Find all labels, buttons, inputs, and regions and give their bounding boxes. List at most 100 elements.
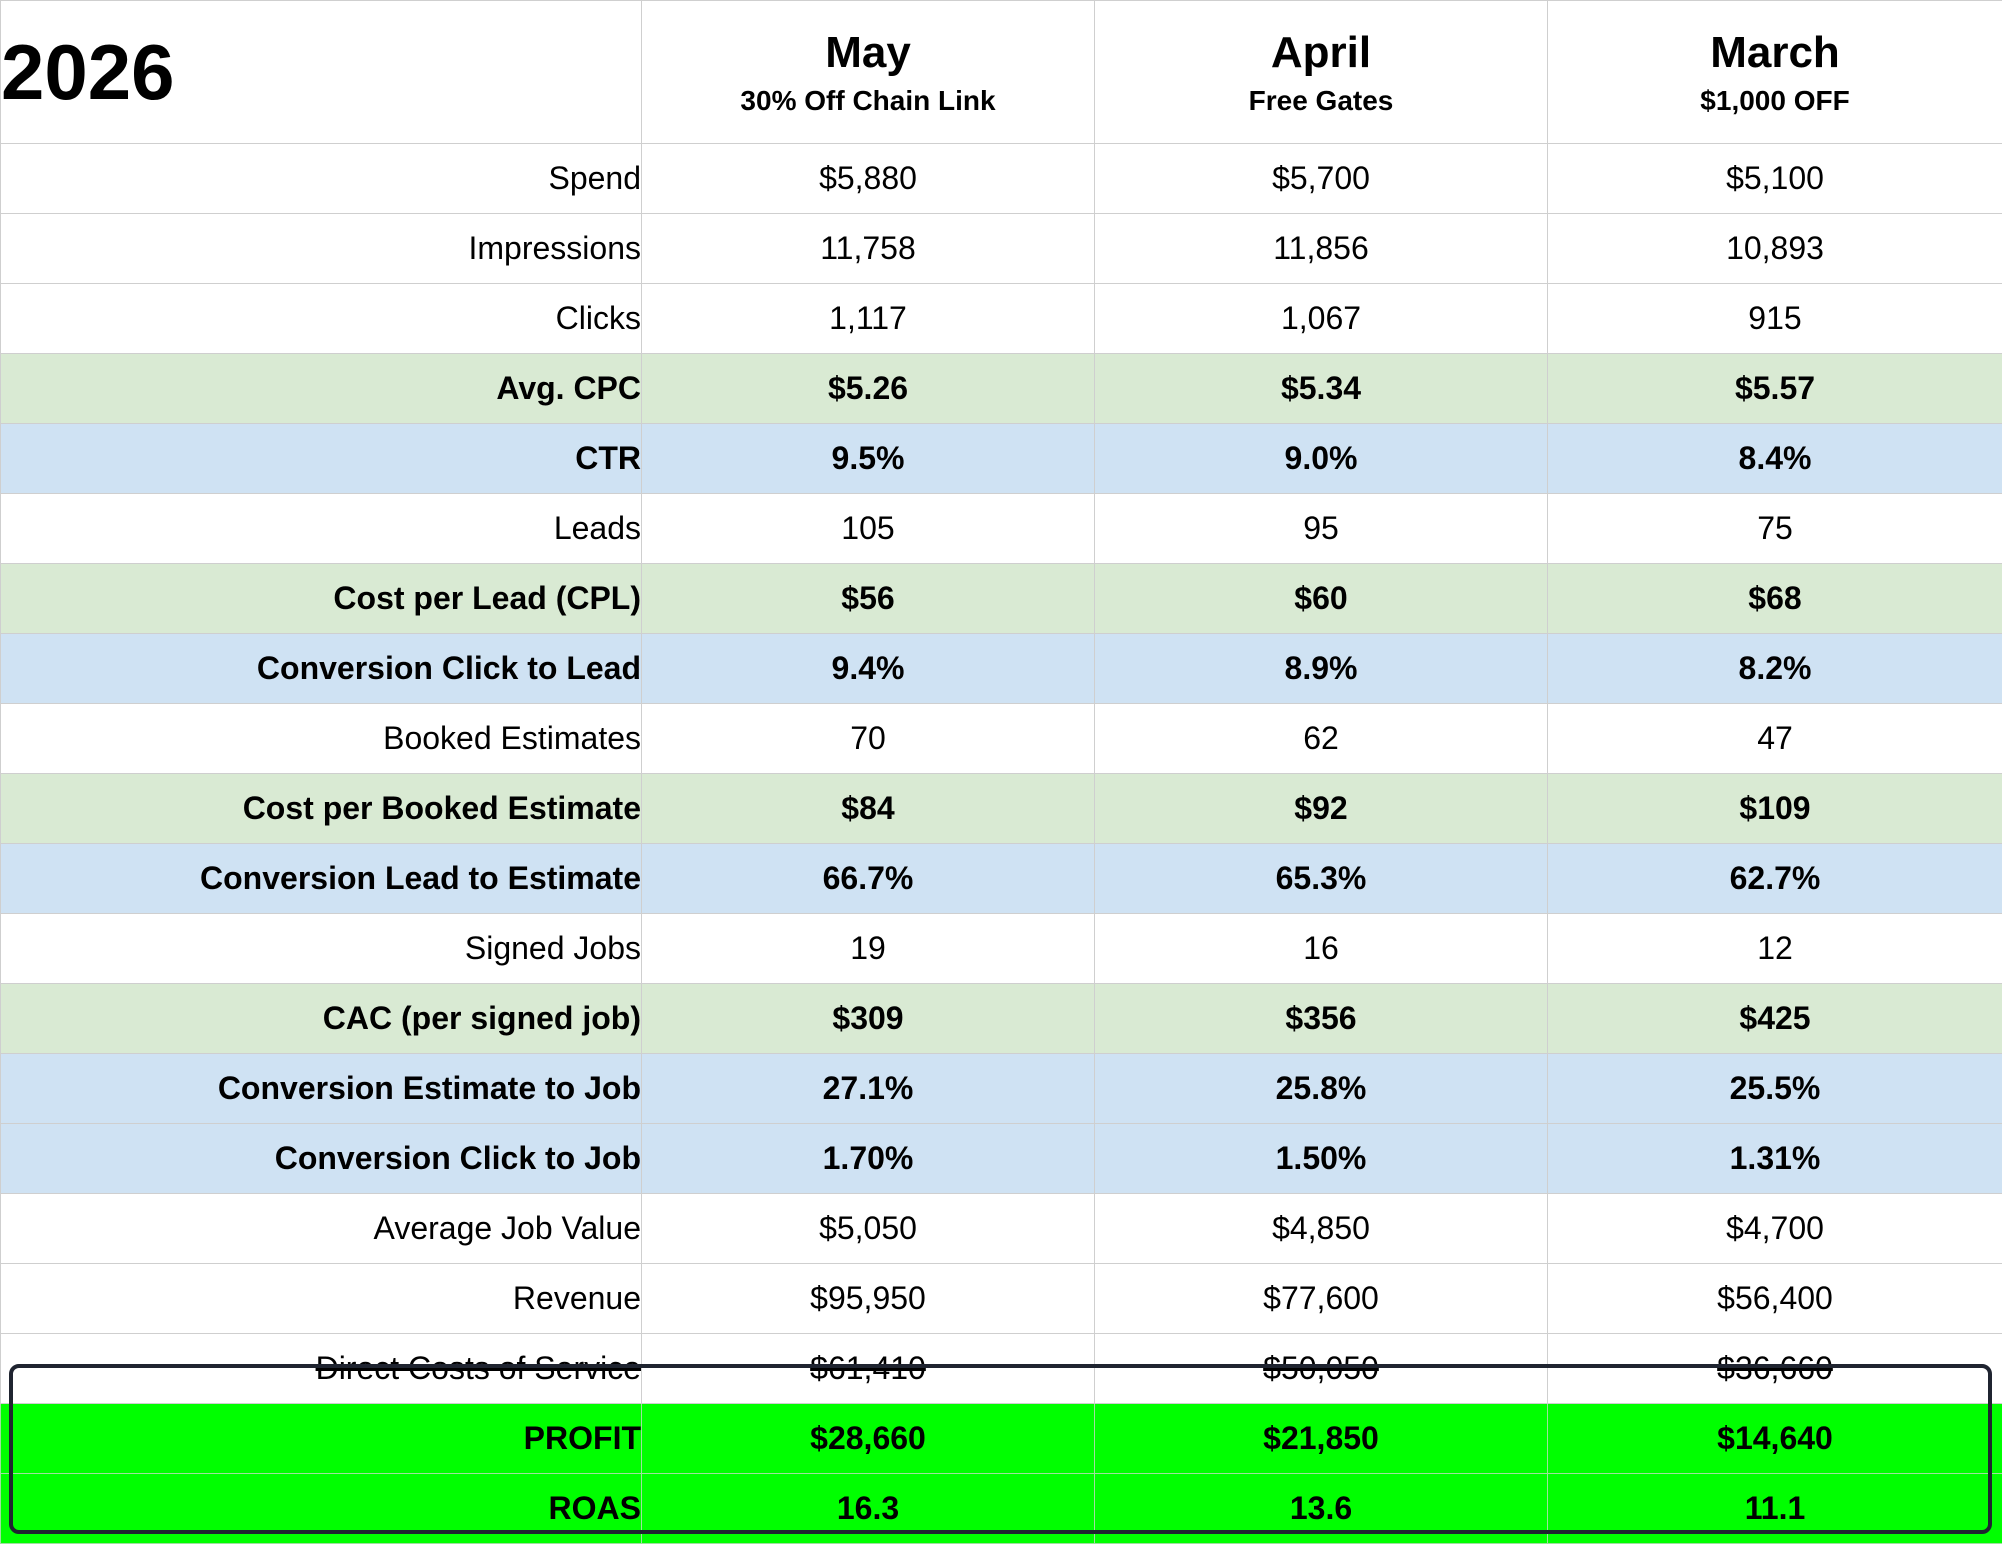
value-cell[interactable]: 75 — [1547, 493, 2002, 564]
value-cell[interactable]: $5.57 — [1547, 353, 2002, 424]
value-cell[interactable]: 1.50% — [1094, 1123, 1548, 1194]
value-cell[interactable]: 47 — [1547, 703, 2002, 774]
value-cell[interactable]: $84 — [641, 773, 1095, 844]
value-cell[interactable]: 19 — [641, 913, 1095, 984]
row-impressions: Impressions 11,758 11,856 10,893 — [0, 213, 2002, 284]
value-cell[interactable]: $5,100 — [1547, 143, 2002, 214]
year-cell[interactable]: 2026 — [0, 0, 642, 144]
row-label[interactable]: Impressions — [0, 213, 642, 284]
value-cell[interactable]: $4,850 — [1094, 1193, 1548, 1264]
value-cell[interactable]: 95 — [1094, 493, 1548, 564]
promo-name: 30% Off Chain Link — [740, 85, 996, 116]
row-label[interactable]: Conversion Estimate to Job — [0, 1053, 642, 1124]
value-cell[interactable]: 25.5% — [1547, 1053, 2002, 1124]
value-cell[interactable]: 27.1% — [641, 1053, 1095, 1124]
month-header-may[interactable]: May 30% Off Chain Link — [641, 0, 1095, 144]
value-cell[interactable]: $95,950 — [641, 1263, 1095, 1334]
header-row: 2026 May 30% Off Chain Link April Free G… — [0, 0, 2002, 144]
row-conversion-estimate-to-job: Conversion Estimate to Job 27.1% 25.8% 2… — [0, 1053, 2002, 1124]
value-cell[interactable]: 62 — [1094, 703, 1548, 774]
value-cell[interactable]: 9.0% — [1094, 423, 1548, 494]
value-cell[interactable]: 12 — [1547, 913, 2002, 984]
row-label[interactable]: Avg. CPC — [0, 353, 642, 424]
value-cell[interactable]: 1,067 — [1094, 283, 1548, 354]
value-cell[interactable]: $4,700 — [1547, 1193, 2002, 1264]
month-header-march[interactable]: March $1,000 OFF — [1547, 0, 2002, 144]
value-cell[interactable]: 9.5% — [641, 423, 1095, 494]
value-cell[interactable]: 70 — [641, 703, 1095, 774]
value-cell[interactable]: 11,856 — [1094, 213, 1548, 284]
value-cell[interactable]: $5,880 — [641, 143, 1095, 214]
value-cell[interactable]: $56 — [641, 563, 1095, 634]
row-label[interactable]: Booked Estimates — [0, 703, 642, 774]
row-label[interactable]: PROFIT — [0, 1403, 642, 1474]
row-label[interactable]: Cost per Booked Estimate — [0, 773, 642, 844]
value-cell[interactable]: 11.1 — [1547, 1473, 2002, 1544]
value-cell[interactable]: $77,600 — [1094, 1263, 1548, 1334]
value-cell[interactable]: 62.7% — [1547, 843, 2002, 914]
value-cell[interactable]: 65.3% — [1094, 843, 1548, 914]
value-cell[interactable]: 1.70% — [641, 1123, 1095, 1194]
value-cell[interactable]: 66.7% — [641, 843, 1095, 914]
row-label[interactable]: Leads — [0, 493, 642, 564]
row-label[interactable]: Conversion Click to Lead — [0, 633, 642, 704]
value-cell[interactable]: 11,758 — [641, 213, 1095, 284]
value-cell[interactable]: $109 — [1547, 773, 2002, 844]
value-cell[interactable]: $356 — [1094, 983, 1548, 1054]
value-cell[interactable]: $56,400 — [1547, 1263, 2002, 1334]
value-cell[interactable]: $50,050 — [1094, 1333, 1548, 1404]
row-cost-per-lead: Cost per Lead (CPL) $56 $60 $68 — [0, 563, 2002, 634]
value-cell[interactable]: $92 — [1094, 773, 1548, 844]
row-label[interactable]: Average Job Value — [0, 1193, 642, 1264]
row-conversion-click-to-lead: Conversion Click to Lead 9.4% 8.9% 8.2% — [0, 633, 2002, 704]
row-ctr: CTR 9.5% 9.0% 8.4% — [0, 423, 2002, 494]
value-cell[interactable]: 9.4% — [641, 633, 1095, 704]
row-cost-per-booked-estimate: Cost per Booked Estimate $84 $92 $109 — [0, 773, 2002, 844]
month-header-april[interactable]: April Free Gates — [1094, 0, 1548, 144]
row-label[interactable]: ROAS — [0, 1473, 642, 1544]
month-name: April — [1270, 28, 1372, 77]
value-cell[interactable]: $425 — [1547, 983, 2002, 1054]
row-label[interactable]: Cost per Lead (CPL) — [0, 563, 642, 634]
value-cell[interactable]: 1,117 — [641, 283, 1095, 354]
value-cell[interactable]: 16.3 — [641, 1473, 1095, 1544]
row-label[interactable]: Clicks — [0, 283, 642, 354]
row-label[interactable]: CAC (per signed job) — [0, 983, 642, 1054]
value-cell[interactable]: 105 — [641, 493, 1095, 564]
value-cell[interactable]: $60 — [1094, 563, 1548, 634]
row-label[interactable]: Revenue — [0, 1263, 642, 1334]
value-cell[interactable]: $5,050 — [641, 1193, 1095, 1264]
value-cell[interactable]: 8.2% — [1547, 633, 2002, 704]
value-cell[interactable]: $21,850 — [1094, 1403, 1548, 1474]
row-label[interactable]: Conversion Click to Job — [0, 1123, 642, 1194]
value-cell[interactable]: $28,660 — [641, 1403, 1095, 1474]
row-label[interactable]: CTR — [0, 423, 642, 494]
value-cell[interactable]: 25.8% — [1094, 1053, 1548, 1124]
value-cell[interactable]: $68 — [1547, 563, 2002, 634]
value-cell[interactable]: $36,660 — [1547, 1333, 2002, 1404]
row-spend: Spend $5,880 $5,700 $5,100 — [0, 143, 2002, 214]
value-cell[interactable]: 16 — [1094, 913, 1548, 984]
row-label[interactable]: Spend — [0, 143, 642, 214]
value-cell[interactable]: 8.9% — [1094, 633, 1548, 704]
value-cell[interactable]: 8.4% — [1547, 423, 2002, 494]
row-label: Direct Costs of Service — [315, 1350, 641, 1386]
row-label-cell[interactable]: Direct Costs of Service — [0, 1333, 642, 1404]
value-cell[interactable]: $61,410 — [641, 1333, 1095, 1404]
row-label[interactable]: Signed Jobs — [0, 913, 642, 984]
row-cac: CAC (per signed job) $309 $356 $425 — [0, 983, 2002, 1054]
value-cell[interactable]: $5.34 — [1094, 353, 1548, 424]
value-cell[interactable]: 13.6 — [1094, 1473, 1548, 1544]
value-cell[interactable]: 1.31% — [1547, 1123, 2002, 1194]
value-cell[interactable]: $5,700 — [1094, 143, 1548, 214]
value-cell[interactable]: 915 — [1547, 283, 2002, 354]
value-cell[interactable]: $309 — [641, 983, 1095, 1054]
value-cell[interactable]: $5.26 — [641, 353, 1095, 424]
row-avg-cpc: Avg. CPC $5.26 $5.34 $5.57 — [0, 353, 2002, 424]
promo-name: $1,000 OFF — [1700, 85, 1850, 116]
month-name: May — [825, 28, 911, 77]
value-cell[interactable]: 10,893 — [1547, 213, 2002, 284]
value-text: $61,410 — [810, 1350, 926, 1386]
value-cell[interactable]: $14,640 — [1547, 1403, 2002, 1474]
row-label[interactable]: Conversion Lead to Estimate — [0, 843, 642, 914]
